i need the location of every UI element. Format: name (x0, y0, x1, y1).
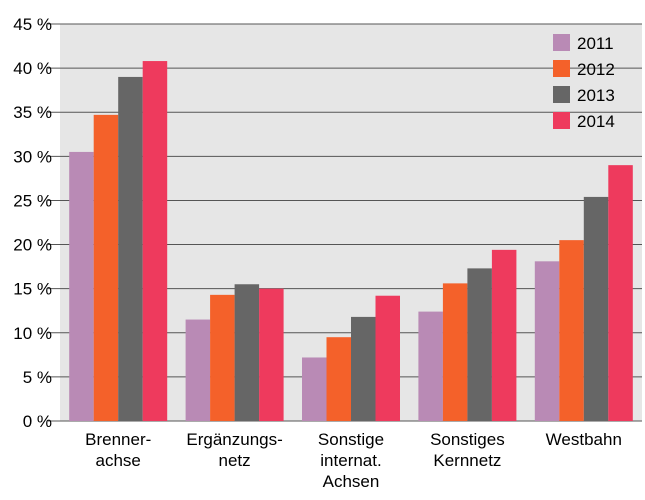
legend-swatch (553, 60, 570, 77)
bar-2013 (351, 316, 376, 421)
legend-label: 2014 (577, 112, 615, 131)
y-tick-label: 5 % (23, 368, 52, 387)
x-category-label-line: Kernnetz (433, 451, 501, 470)
x-category-label: Sonstiges Kernnetz (430, 430, 505, 470)
bars (69, 61, 633, 421)
bar-2012 (326, 337, 351, 421)
bar-2011 (69, 151, 94, 421)
bar-2014 (491, 249, 517, 421)
legend-label: 2013 (577, 86, 615, 105)
bar-2013 (583, 196, 609, 421)
bar-2014 (142, 61, 168, 421)
x-category-label-line: Achsen (323, 472, 380, 491)
x-category-label-line: internat. (320, 451, 381, 470)
y-tick-label: 10 % (13, 324, 52, 343)
legend-swatch (553, 86, 570, 103)
bar-2012 (559, 240, 584, 421)
bar-2011 (418, 311, 443, 421)
x-category-label: Brenner-achse (85, 430, 151, 470)
y-tick-label: 35 % (13, 103, 52, 122)
bar-2013 (467, 268, 492, 421)
bar-2011 (534, 261, 560, 421)
x-category-label-line: Sonstige (318, 430, 384, 449)
y-tick-label: 0 % (23, 412, 52, 431)
legend-label: 2012 (577, 60, 615, 79)
y-axis-ticks: 0 % 5 % 10 % 15 % 20 % 25 % 30 % 35 % 40 % 45 % (13, 15, 52, 431)
x-category-label-line: Sonstiges (430, 430, 505, 449)
x-category-label-line: achse (96, 451, 141, 470)
legend-swatch (553, 34, 570, 51)
bar-2011 (185, 319, 211, 421)
x-category-label-line: netz (219, 451, 251, 470)
y-tick-label: 45 % (13, 15, 52, 34)
bar-2014 (375, 295, 400, 421)
y-tick-label: 15 % (13, 280, 52, 299)
y-tick-label: 30 % (13, 147, 52, 166)
y-tick-label: 20 % (13, 236, 52, 255)
y-tick-label: 40 % (13, 59, 52, 78)
bar-2014 (608, 165, 633, 421)
x-category-label: Sonstige internat. Achsen (318, 430, 384, 491)
bar-2014 (259, 288, 284, 421)
x-category-label: Ergänzungs-netz (186, 430, 282, 470)
bar-2011 (302, 357, 327, 421)
bar-2013 (118, 76, 143, 421)
bar-2012 (442, 283, 468, 421)
y-tick-label: 25 % (13, 191, 52, 210)
bar-2012 (210, 294, 235, 421)
x-category-label-line: Westbahn (546, 430, 622, 449)
bar-2012 (93, 114, 119, 421)
x-category-label-line: Brenner- (85, 430, 151, 449)
x-axis-categories: Brenner-achse Ergänzungs-netz Sonstige inte… (85, 430, 622, 491)
x-category-label-line: Ergänzungs- (186, 430, 282, 449)
legend-swatch (553, 112, 570, 129)
legend: 2011 2012 2013 2014 (553, 34, 615, 131)
legend-label: 2011 (577, 34, 614, 53)
bar-2013 (234, 284, 260, 421)
x-category-label: Westbahn (546, 430, 622, 449)
